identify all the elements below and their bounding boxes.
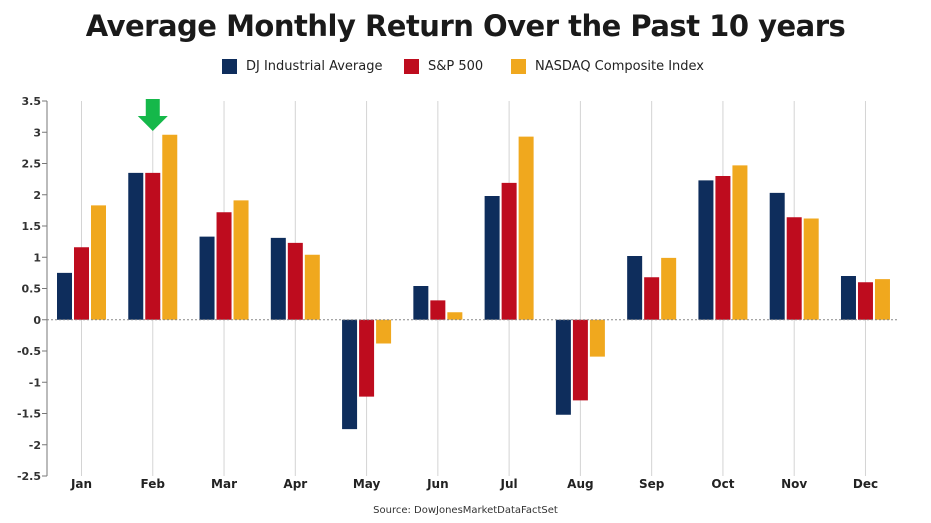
y-tick-label: -0.5 xyxy=(17,345,41,358)
x-tick-label-aug: Aug xyxy=(567,477,593,491)
bar-oct-s0 xyxy=(698,180,714,320)
bar-jul-s2 xyxy=(518,136,534,320)
y-tick-label: 1 xyxy=(33,251,41,264)
bar-feb-s0 xyxy=(128,172,144,320)
y-tick-label: 3.5 xyxy=(22,95,42,108)
bar-sep-s0 xyxy=(627,256,643,320)
bar-jun-s2 xyxy=(447,312,463,320)
x-tick-label-sep: Sep xyxy=(639,477,665,491)
x-tick-label-jan: Jan xyxy=(70,477,92,491)
legend-label-dj: DJ Industrial Average xyxy=(246,58,383,74)
bar-may-s1 xyxy=(359,319,375,397)
legend-item-nasdaq: NASDAQ Composite Index xyxy=(511,56,704,76)
bar-dec-s0 xyxy=(840,276,856,320)
bar-jan-s0 xyxy=(57,272,72,320)
legend-swatch-nasdaq xyxy=(511,58,526,74)
bar-mar-s1 xyxy=(216,212,232,320)
chart-title: Average Monthly Return Over the Past 10 … xyxy=(85,9,846,43)
y-tick-label: 0.5 xyxy=(22,283,42,296)
x-tick-label-feb: Feb xyxy=(141,477,166,491)
y-tick-label: -2.5 xyxy=(17,470,41,483)
bar-dec-s1 xyxy=(857,282,873,320)
bar-mar-s0 xyxy=(199,236,215,320)
bar-aug-s2 xyxy=(589,319,605,357)
x-tick-label-dec: Dec xyxy=(853,477,878,491)
y-tick-label: -2 xyxy=(29,439,41,452)
bar-jul-s1 xyxy=(501,182,517,320)
bar-oct-s1 xyxy=(715,176,731,320)
bar-dec-s2 xyxy=(874,279,890,320)
bar-may-s0 xyxy=(342,319,358,430)
bar-jun-s0 xyxy=(413,286,429,320)
y-tick-label: 2 xyxy=(33,189,41,202)
bar-feb-s1 xyxy=(145,172,161,320)
bar-sep-s2 xyxy=(661,257,677,320)
y-tick-label: 3 xyxy=(33,126,41,139)
x-tick-label-nov: Nov xyxy=(781,477,807,491)
bar-jun-s1 xyxy=(430,300,446,320)
x-tick-label-jun: Jun xyxy=(426,477,449,491)
legend-item-dj: DJ Industrial Average xyxy=(222,56,382,76)
chart-legend: DJ Industrial Average S&P 500 NASDAQ Com… xyxy=(0,56,931,76)
bar-nov-s0 xyxy=(769,192,785,320)
legend-label-nasdaq: NASDAQ Composite Index xyxy=(535,58,704,74)
bar-sep-s1 xyxy=(644,277,660,320)
y-tick-label: 0 xyxy=(33,314,41,327)
legend-swatch-sp500 xyxy=(404,58,419,74)
bar-apr-s1 xyxy=(287,242,303,320)
legend-swatch-dj xyxy=(222,58,237,74)
legend-label-sp500: S&P 500 xyxy=(428,58,484,74)
bar-apr-s0 xyxy=(270,237,286,320)
x-tick-label-mar: Mar xyxy=(211,477,237,491)
source-note: Source: DowJonesMarketDataFactSet xyxy=(373,505,558,516)
bar-jan-s2 xyxy=(91,205,106,320)
down-arrow-icon xyxy=(137,99,168,131)
bar-nov-s2 xyxy=(803,218,819,320)
bar-jan-s1 xyxy=(74,247,89,320)
y-tick-label: 2.5 xyxy=(22,158,42,171)
bar-aug-s1 xyxy=(572,319,588,401)
x-tick-label-oct: Oct xyxy=(711,477,734,491)
legend-item-sp500: S&P 500 xyxy=(404,56,483,76)
bar-mar-s2 xyxy=(233,200,249,320)
x-tick-label-jul: Jul xyxy=(500,477,518,491)
bar-feb-s2 xyxy=(162,134,178,320)
bar-apr-s2 xyxy=(304,254,320,320)
y-tick-label: 1.5 xyxy=(22,220,42,233)
y-tick-label: -1 xyxy=(29,376,41,389)
bar-oct-s2 xyxy=(732,165,748,320)
x-tick-label-apr: Apr xyxy=(283,477,307,491)
bar-aug-s0 xyxy=(555,319,571,415)
bar-nov-s1 xyxy=(786,217,802,320)
bar-jul-s0 xyxy=(484,196,500,320)
x-tick-label-may: May xyxy=(353,477,381,491)
bar-may-s2 xyxy=(376,319,392,344)
y-tick-label: -1.5 xyxy=(17,408,41,421)
